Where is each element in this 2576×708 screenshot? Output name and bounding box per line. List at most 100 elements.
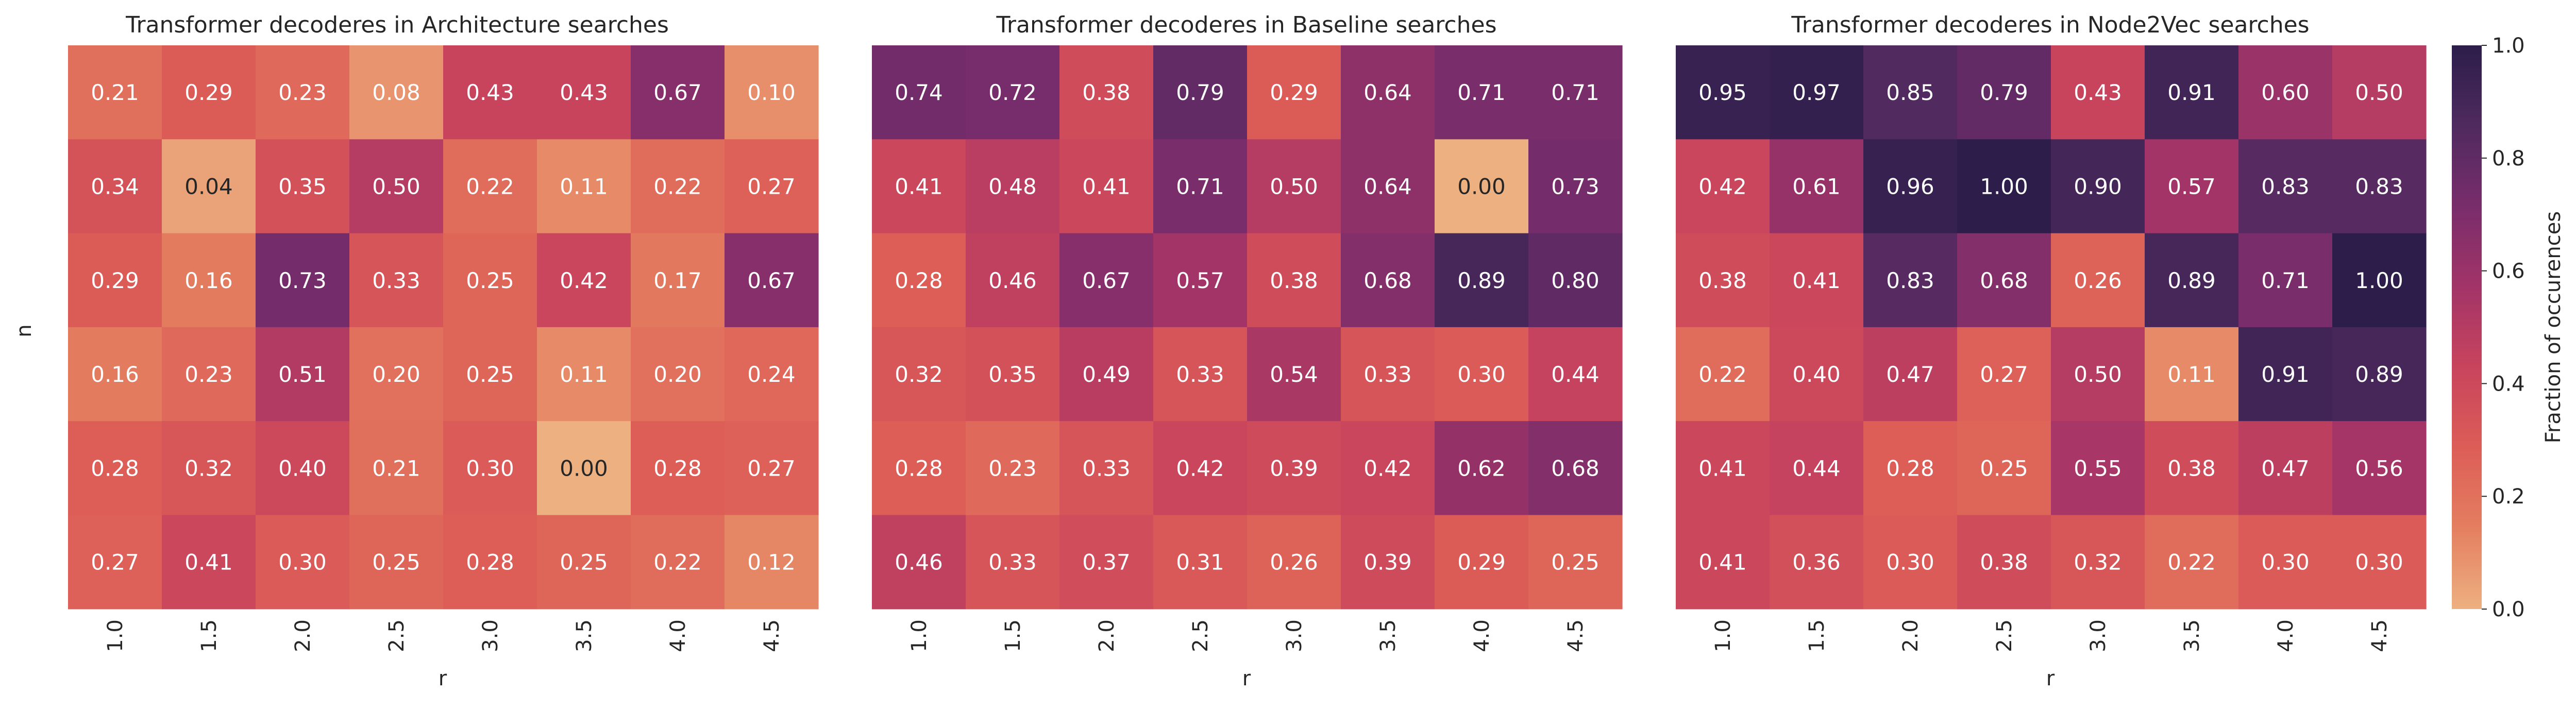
heatmap-cell <box>1435 515 1529 610</box>
cell-value-label: 0.42 <box>560 268 608 293</box>
x-tick-label: 1.5 <box>197 619 221 652</box>
heatmap-cell <box>1059 139 1154 234</box>
heatmap-cell <box>68 327 162 422</box>
heatmap-cell <box>1957 421 2051 516</box>
heatmap-cell <box>443 139 537 234</box>
cell-value-label: 0.28 <box>466 550 514 575</box>
heatmap-cell <box>2145 45 2239 140</box>
heatmap-cell <box>1863 139 1958 234</box>
cell-value-label: 0.42 <box>1176 456 1224 481</box>
cell-value-label: 0.32 <box>2074 550 2122 575</box>
cell-value-label: 0.16 <box>91 362 139 387</box>
heatmap-cell <box>2332 45 2427 140</box>
x-axis-label: r <box>2046 667 2055 690</box>
x-tick-label: 1.5 <box>1805 619 1829 652</box>
panel-title: Transformer decoderes in Architecture se… <box>125 12 669 38</box>
heatmap-cell <box>1341 421 1435 516</box>
heatmap-cell <box>966 139 1060 234</box>
x-tick-label: 2.5 <box>1993 619 2016 652</box>
x-axis-label: r <box>439 667 447 690</box>
cell-value-label: 0.67 <box>1082 268 1131 293</box>
heatmap-cell <box>872 139 966 234</box>
heatmap-cell <box>2051 327 2145 422</box>
heatmap-cell <box>1676 327 1770 422</box>
cell-value-label: 0.30 <box>278 550 327 575</box>
cell-value-label: 0.41 <box>895 174 943 199</box>
cell-value-label: 0.61 <box>1792 174 1841 199</box>
heatmap-cell <box>1153 327 1248 422</box>
cell-value-label: 0.72 <box>988 80 1037 105</box>
heatmap-cells: 0.74 0.72 0.38 0.79 0.29 0.64 0.71 0.71 0.41 0.48… <box>872 45 1623 610</box>
cell-value-label: 0.67 <box>653 80 702 105</box>
heatmap-cell <box>2145 327 2239 422</box>
cell-value-label: 0.29 <box>1457 550 1506 575</box>
cell-value-label: 0.97 <box>1792 80 1841 105</box>
cell-value-label: 0.00 <box>560 456 608 481</box>
heatmap-cell <box>2051 139 2145 234</box>
heatmap-cell <box>1676 515 1770 610</box>
heatmap-cell <box>349 233 444 328</box>
heatmap-cell <box>1863 421 1958 516</box>
cell-value-label: 0.37 <box>1082 550 1131 575</box>
cell-value-label: 0.28 <box>895 268 943 293</box>
cell-value-label: 0.28 <box>1886 456 1934 481</box>
cell-value-label: 0.08 <box>372 80 420 105</box>
heatmap-cell <box>1059 421 1154 516</box>
cell-value-label: 0.00 <box>1457 174 1506 199</box>
heatmap-cell <box>1341 45 1435 140</box>
heatmap-cell <box>1957 233 2051 328</box>
heatmap-cell <box>725 233 819 328</box>
cell-value-label: 0.74 <box>895 80 943 105</box>
cell-value-label: 0.38 <box>1270 268 1318 293</box>
heatmap-cell <box>2238 327 2333 422</box>
heatmap-cell <box>2238 515 2333 610</box>
cell-value-label: 0.25 <box>560 550 608 575</box>
heatmap-cell <box>443 327 537 422</box>
cell-value-label: 0.71 <box>1551 80 1600 105</box>
heatmap-cell <box>2238 421 2333 516</box>
heatmap-cell <box>966 421 1060 516</box>
heatmap-cell <box>1957 139 2051 234</box>
colorbar-label: Fraction of occurences <box>2541 211 2565 443</box>
cell-value-label: 0.28 <box>653 456 702 481</box>
heatmap-cell <box>2332 327 2427 422</box>
cell-value-label: 0.46 <box>988 268 1037 293</box>
heatmap-cell <box>1528 45 1623 140</box>
cell-value-label: 0.89 <box>2355 362 2403 387</box>
cell-value-label: 0.57 <box>1176 268 1224 293</box>
heatmap-cell <box>1957 327 2051 422</box>
x-axis-label: r <box>1242 667 1251 690</box>
x-tick-labels: 1.0 1.5 2.0 2.5 3.0 3.5 4.0 4.5 <box>104 619 784 652</box>
cell-value-label: 0.29 <box>184 80 233 105</box>
cell-value-label: 0.38 <box>1980 550 2028 575</box>
heatmap-cell <box>2238 139 2333 234</box>
heatmap-cell <box>1153 45 1248 140</box>
x-tick-label: 4.5 <box>1564 619 1588 652</box>
colorbar-tick-label: 0.8 <box>2492 147 2525 171</box>
heatmap-cell <box>1770 421 1864 516</box>
heatmap-cell <box>256 233 350 328</box>
cell-value-label: 1.00 <box>1980 174 2028 199</box>
heatmap-cell <box>1676 233 1770 328</box>
cell-value-label: 0.47 <box>2261 456 2310 481</box>
cell-value-label: 0.38 <box>1082 80 1131 105</box>
cell-value-label: 0.31 <box>1176 550 1224 575</box>
heatmap-cell <box>1528 139 1623 234</box>
heatmap-cell <box>631 421 725 516</box>
heatmap-cell <box>537 45 631 140</box>
heatmap-cell <box>68 515 162 610</box>
cell-value-label: 0.25 <box>1980 456 2028 481</box>
cell-value-label: 0.32 <box>895 362 943 387</box>
cell-value-label: 0.17 <box>653 268 702 293</box>
x-tick-labels: 1.0 1.5 2.0 2.5 3.0 3.5 4.0 4.5 <box>907 619 1588 652</box>
cell-value-label: 0.30 <box>1886 550 1934 575</box>
cell-value-label: 0.22 <box>466 174 514 199</box>
heatmap-panel-architecture: Transformer decoderes in Architecture se… <box>68 12 819 690</box>
cell-value-label: 0.43 <box>466 80 514 105</box>
cell-value-label: 0.27 <box>91 550 139 575</box>
heatmap-cell <box>443 233 537 328</box>
cell-value-label: 0.96 <box>1886 174 1934 199</box>
heatmap-cell <box>1528 233 1623 328</box>
heatmap-cell <box>872 233 966 328</box>
cell-value-label: 0.26 <box>2074 268 2122 293</box>
